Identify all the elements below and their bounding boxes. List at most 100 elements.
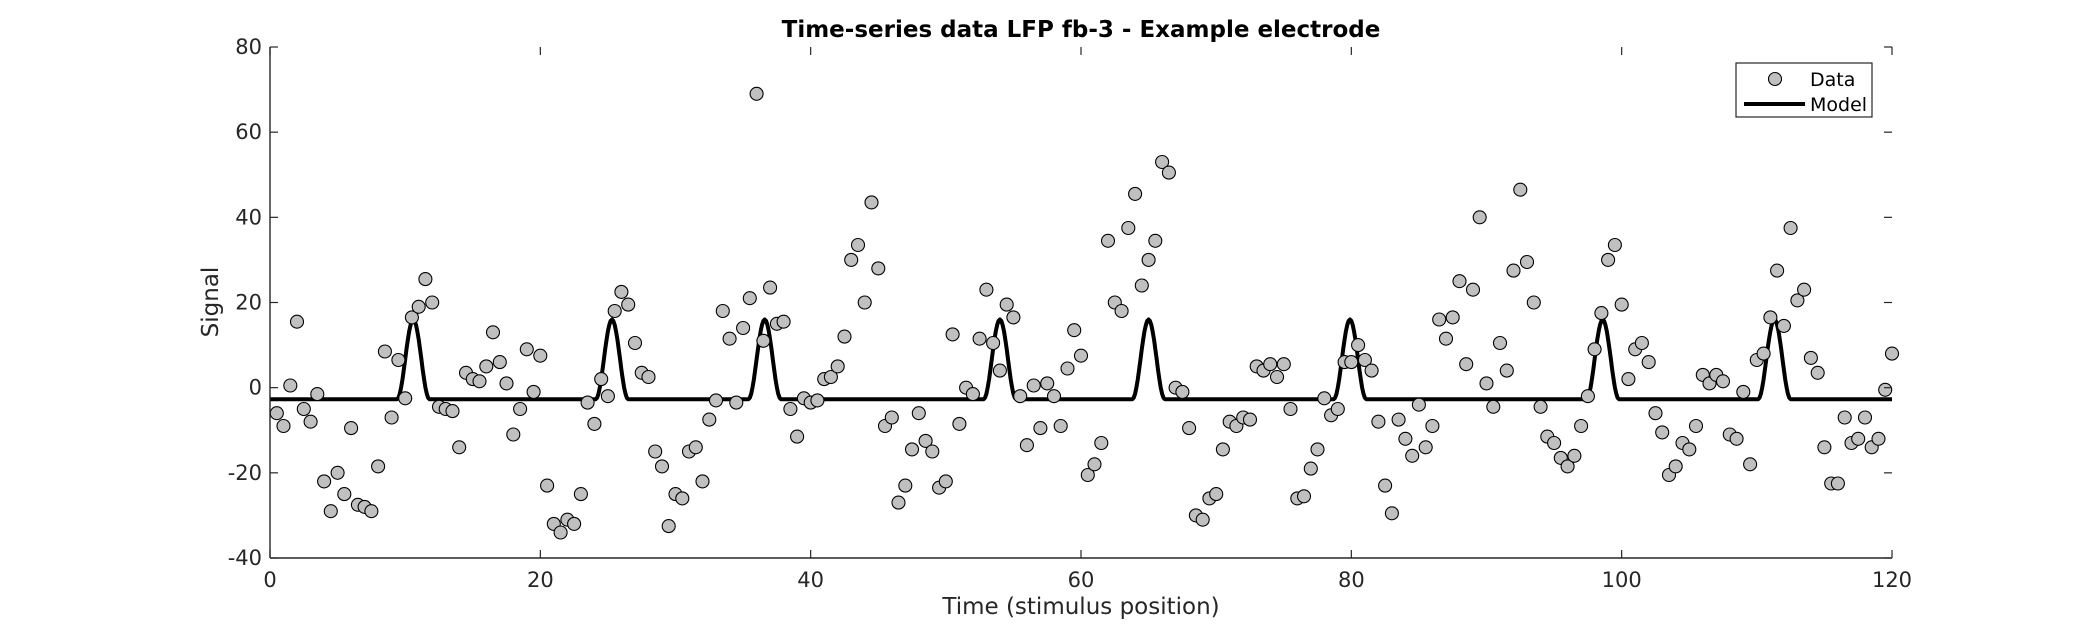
data-point	[1803, 350, 1818, 365]
data-point	[972, 331, 987, 346]
data-point	[364, 504, 379, 519]
data-point	[661, 519, 676, 534]
data-point	[391, 352, 406, 368]
data-point	[1763, 310, 1778, 325]
data-point	[573, 487, 588, 502]
data-point	[1263, 357, 1278, 372]
data-point	[1418, 440, 1433, 455]
data-point	[1655, 425, 1670, 440]
data-point	[1006, 310, 1021, 325]
data-point	[452, 440, 467, 455]
data-point	[1242, 412, 1258, 427]
data-point	[654, 459, 670, 474]
data-point	[715, 303, 730, 319]
data-point	[540, 478, 555, 493]
data-point	[736, 320, 751, 336]
data-point	[1519, 254, 1535, 270]
data-point	[303, 414, 318, 429]
data-point	[1283, 401, 1298, 417]
data-point	[621, 297, 636, 312]
data-point	[1736, 384, 1751, 399]
data-point	[648, 444, 663, 459]
data-point	[776, 314, 791, 329]
data-point	[884, 410, 899, 425]
y-tick-label: 0	[249, 376, 262, 400]
data-point	[1878, 382, 1893, 397]
data-point	[1141, 252, 1156, 267]
x-tick-label: 80	[1338, 568, 1365, 592]
data-point	[837, 329, 852, 344]
data-point	[1607, 237, 1622, 253]
data-point	[1743, 457, 1758, 472]
data-points-layer	[269, 86, 1900, 540]
data-point	[580, 395, 595, 410]
data-point	[749, 86, 764, 101]
data-point	[823, 369, 838, 385]
data-point	[276, 418, 291, 434]
data-point	[310, 387, 325, 402]
data-point	[756, 333, 771, 348]
data-point	[499, 376, 514, 391]
data-point	[1715, 374, 1731, 389]
data-point	[1215, 442, 1230, 457]
data-point	[519, 342, 534, 357]
data-point	[1371, 414, 1386, 429]
data-point	[1871, 431, 1886, 446]
data-point	[1155, 154, 1170, 170]
legend-label-data: Data	[1810, 69, 1855, 91]
data-point	[1810, 365, 1825, 380]
data-point	[1411, 397, 1426, 412]
x-tick-label: 100	[1602, 568, 1642, 592]
data-point	[938, 474, 953, 489]
data-point	[1405, 448, 1420, 463]
data-point	[1060, 361, 1075, 376]
data-point	[1046, 389, 1062, 404]
data-point	[1648, 406, 1663, 421]
data-point	[1884, 346, 1900, 361]
data-point	[472, 374, 487, 389]
data-point	[945, 327, 960, 342]
data-point	[526, 384, 541, 399]
data-point	[1100, 233, 1116, 248]
data-point	[986, 335, 1001, 351]
data-point	[790, 429, 805, 444]
data-point	[1438, 331, 1454, 346]
data-point	[1567, 448, 1582, 463]
data-point	[411, 299, 426, 314]
data-point	[1533, 399, 1548, 414]
data-point	[1269, 369, 1285, 385]
data-point	[1851, 431, 1866, 446]
legend-label-model: Model	[1810, 94, 1867, 116]
data-point	[1128, 186, 1143, 201]
data-point	[1161, 165, 1176, 180]
data-point	[1398, 431, 1413, 446]
data-point	[1472, 210, 1487, 225]
data-point	[289, 314, 305, 329]
x-tick-label: 20	[527, 568, 554, 592]
data-point	[418, 272, 433, 287]
data-point	[1040, 376, 1055, 391]
data-point	[898, 478, 913, 493]
data-point	[1817, 440, 1832, 455]
data-point	[594, 372, 609, 387]
data-point	[1276, 357, 1291, 372]
data-point	[1668, 459, 1683, 474]
data-point	[857, 295, 872, 310]
data-point	[992, 363, 1007, 378]
data-point	[1357, 352, 1372, 368]
data-point	[1094, 435, 1109, 451]
data-point	[384, 410, 399, 425]
data-point	[1857, 410, 1873, 425]
data-point	[1053, 418, 1068, 434]
data-point	[729, 395, 744, 410]
data-point	[844, 252, 859, 267]
data-point	[925, 444, 940, 459]
data-point	[627, 335, 643, 351]
data-point	[323, 504, 338, 519]
data-point	[1459, 357, 1474, 372]
data-point	[377, 344, 392, 359]
data-point	[1195, 512, 1210, 527]
data-point	[506, 427, 521, 442]
data-point	[1513, 182, 1528, 197]
data-point	[1499, 363, 1514, 378]
